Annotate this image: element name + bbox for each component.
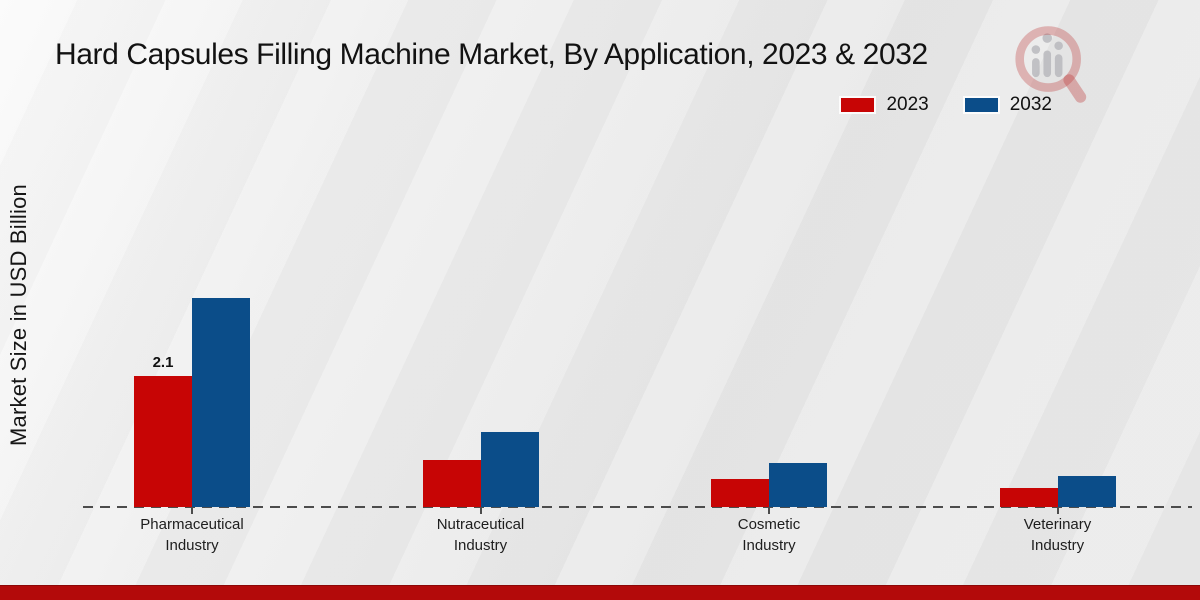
- footer-accent-bar: [0, 585, 1200, 600]
- x-axis-tick: [191, 508, 193, 514]
- bar-2023-cosmetic-industry: [711, 479, 769, 507]
- bar-2023-pharmaceutical-industry: [134, 376, 192, 507]
- category-label: Nutraceutical Industry: [436, 516, 525, 554]
- x-axis-tick: [768, 508, 770, 514]
- bar-2032-veterinary-industry: [1057, 476, 1116, 507]
- legend-item-2023: 2023: [841, 94, 929, 116]
- y-axis-label: Market Size in USD Billion: [6, 184, 31, 446]
- legend-swatch-2032: [964, 98, 998, 112]
- legend-item-2032: 2032: [964, 94, 1052, 116]
- legend: 2023 2032: [841, 94, 1052, 116]
- category-label: Veterinary Industry: [1023, 516, 1092, 554]
- legend-swatch-2023: [841, 98, 875, 112]
- x-axis-tick: [1056, 508, 1059, 514]
- legend-label: 2032: [1009, 94, 1052, 115]
- category-label: Pharmaceutical Industry: [140, 516, 244, 554]
- x-axis-tick: [479, 508, 482, 514]
- bar-2023-nutraceutical-industry: [422, 460, 481, 507]
- bar-2032-nutraceutical-industry: [480, 432, 539, 507]
- legend-label: 2023: [886, 94, 929, 115]
- chart-title: Hard Capsules Filling Machine Market, By…: [55, 38, 928, 71]
- bar-2032-cosmetic-industry: [769, 463, 827, 507]
- bar-2032-pharmaceutical-industry: [192, 298, 250, 507]
- bar-value-label: 2.1: [152, 354, 174, 371]
- x-axis-line: [83, 506, 1192, 508]
- bar-2023-veterinary-industry: [999, 488, 1058, 507]
- category-label: Cosmetic Industry: [737, 516, 801, 554]
